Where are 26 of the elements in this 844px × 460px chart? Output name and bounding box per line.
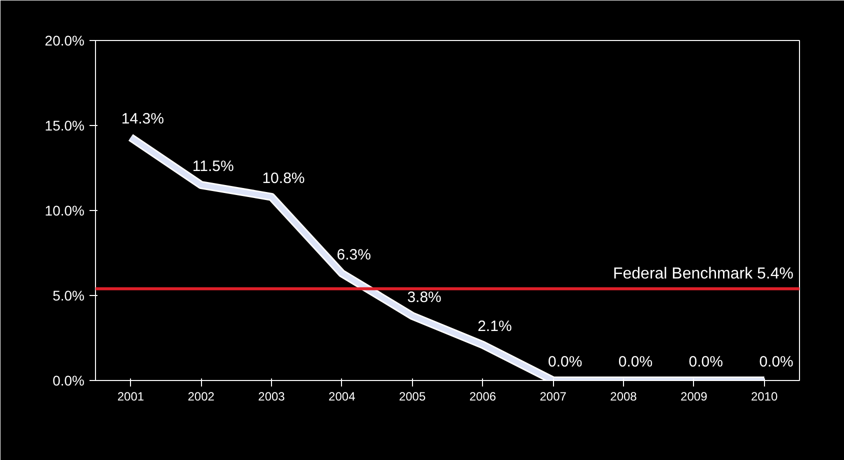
y-tick-label: 0.0% — [52, 372, 85, 388]
data-label: 0.0% — [688, 354, 724, 370]
y-tick-label: 15.0% — [44, 118, 85, 134]
y-tick-label: 10.0% — [44, 202, 85, 218]
data-label: 11.5% — [192, 158, 234, 175]
x-tick-label: 2005 — [398, 390, 426, 404]
ref-line-label: Federal Benchmark 5.4% — [612, 266, 794, 283]
y-tick-label: 5.0% — [52, 288, 85, 304]
x-tick-label: 2010 — [750, 390, 778, 404]
y-tick-label: 20.0% — [44, 32, 85, 48]
x-tick-label: 2007 — [540, 390, 567, 404]
x-tick-label: 2006 — [469, 390, 496, 404]
x-tick-label: 2009 — [680, 390, 708, 404]
x-tick-label: 2003 — [258, 390, 286, 404]
x-tick-label: 2008 — [610, 390, 638, 404]
data-label: 10.8% — [262, 170, 305, 187]
data-label: 6.3% — [336, 246, 372, 264]
x-tick-label: 2004 — [328, 390, 356, 404]
data-label: 2.1% — [478, 318, 512, 335]
data-label: 14.3% — [121, 110, 164, 128]
x-tick-label: 2001 — [117, 390, 144, 404]
data-label: 0.0% — [759, 354, 794, 370]
data-label: 0.0% — [548, 354, 582, 370]
data-label: 3.8% — [407, 288, 442, 306]
data-label: 0.0% — [618, 354, 653, 370]
x-tick-label: 2002 — [188, 390, 215, 404]
